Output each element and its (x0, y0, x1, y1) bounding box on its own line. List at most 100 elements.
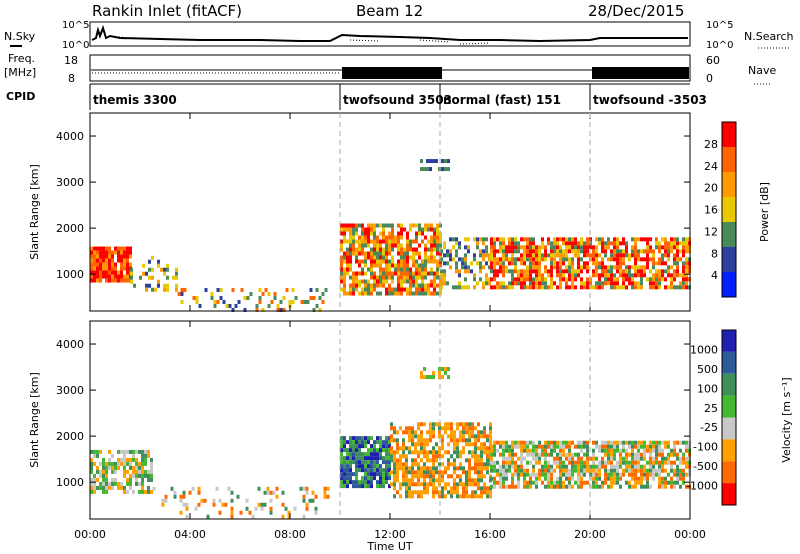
data-cell (447, 462, 450, 467)
data-cell (485, 273, 488, 278)
data-cell (553, 249, 556, 254)
data-cell (565, 456, 568, 461)
data-cell (352, 444, 355, 449)
data-cell (376, 235, 379, 240)
data-cell (424, 283, 427, 288)
data-cell (405, 462, 408, 467)
data-cell (646, 241, 649, 246)
data-cell (435, 450, 438, 455)
data-cell (93, 449, 96, 454)
data-cell (426, 454, 429, 459)
data-cell (415, 271, 418, 276)
data-cell (117, 246, 120, 251)
colorbar-tick-label: 25 (704, 402, 718, 415)
data-cell (411, 450, 414, 455)
data-cell (367, 464, 370, 469)
data-cell (658, 241, 661, 246)
data-cell (90, 461, 93, 466)
data-cell (400, 279, 403, 284)
data-cell (321, 299, 325, 304)
x-tick-label: 00:00 (674, 528, 706, 541)
data-cell (105, 461, 108, 466)
data-cell (433, 283, 436, 288)
nave-tick-top: 60 (706, 54, 720, 67)
data-cell (577, 253, 580, 258)
data-cell (382, 255, 385, 260)
data-cell (388, 436, 391, 441)
data-cell (411, 458, 414, 463)
data-cell (517, 257, 520, 262)
data-cell (436, 247, 439, 252)
data-cell (477, 430, 480, 435)
data-cell (580, 472, 583, 477)
data-cell (464, 257, 467, 262)
data-cell (676, 265, 679, 270)
data-cell (490, 277, 493, 282)
data-cell (390, 458, 393, 463)
data-cell (352, 275, 355, 280)
data-cell (508, 285, 511, 290)
data-cell (568, 460, 571, 465)
data-cell (661, 448, 664, 453)
data-cell (529, 241, 532, 246)
data-cell (467, 237, 470, 242)
data-cell (414, 482, 417, 487)
data-cell (423, 462, 426, 467)
data-cell (352, 271, 355, 276)
data-cell (511, 456, 514, 461)
data-cell (405, 478, 408, 483)
data-cell (441, 375, 444, 380)
x-tick-label: 00:00 (74, 528, 106, 541)
data-cell (105, 477, 108, 482)
data-cell (682, 277, 685, 282)
data-cell (99, 262, 102, 267)
data-cell (499, 440, 502, 445)
data-cell (465, 490, 468, 495)
data-cell (610, 448, 613, 453)
data-cell (496, 269, 499, 274)
data-cell (508, 452, 511, 457)
data-cell (420, 458, 423, 463)
data-cell (379, 251, 382, 256)
data-cell (361, 476, 364, 481)
data-cell (164, 498, 168, 503)
data-cell (385, 271, 388, 276)
data-cell (676, 472, 679, 477)
data-cell (502, 472, 505, 477)
data-cell (138, 473, 141, 478)
data-cell (417, 478, 420, 483)
data-cell (619, 241, 622, 246)
data-cell (526, 460, 529, 465)
data-cell (486, 494, 489, 499)
data-cell (493, 444, 496, 449)
data-cell (355, 448, 358, 453)
data-cell (502, 241, 505, 246)
data-cell (364, 291, 367, 296)
data-cell (436, 275, 439, 280)
data-cell (490, 249, 493, 254)
data-cell (511, 245, 514, 250)
data-cell (147, 469, 150, 474)
data-cell (105, 481, 108, 486)
data-cell (430, 271, 433, 276)
data-cell (450, 490, 453, 495)
data-cell (514, 468, 517, 473)
data-cell (393, 470, 396, 475)
data-cell (550, 273, 553, 278)
data-cell (396, 474, 399, 479)
data-cell (673, 273, 676, 278)
data-cell (622, 468, 625, 473)
data-cell (586, 440, 589, 445)
data-cell (447, 367, 450, 372)
data-cell (93, 262, 96, 267)
data-cell (541, 241, 544, 246)
data-cell (532, 440, 535, 445)
data-cell (440, 273, 443, 278)
data-cell (598, 448, 601, 453)
data-cell (613, 468, 616, 473)
data-cell (388, 448, 391, 453)
data-cell (574, 285, 577, 290)
data-cell (382, 448, 385, 453)
data-cell (105, 278, 108, 283)
data-cell (102, 465, 105, 470)
